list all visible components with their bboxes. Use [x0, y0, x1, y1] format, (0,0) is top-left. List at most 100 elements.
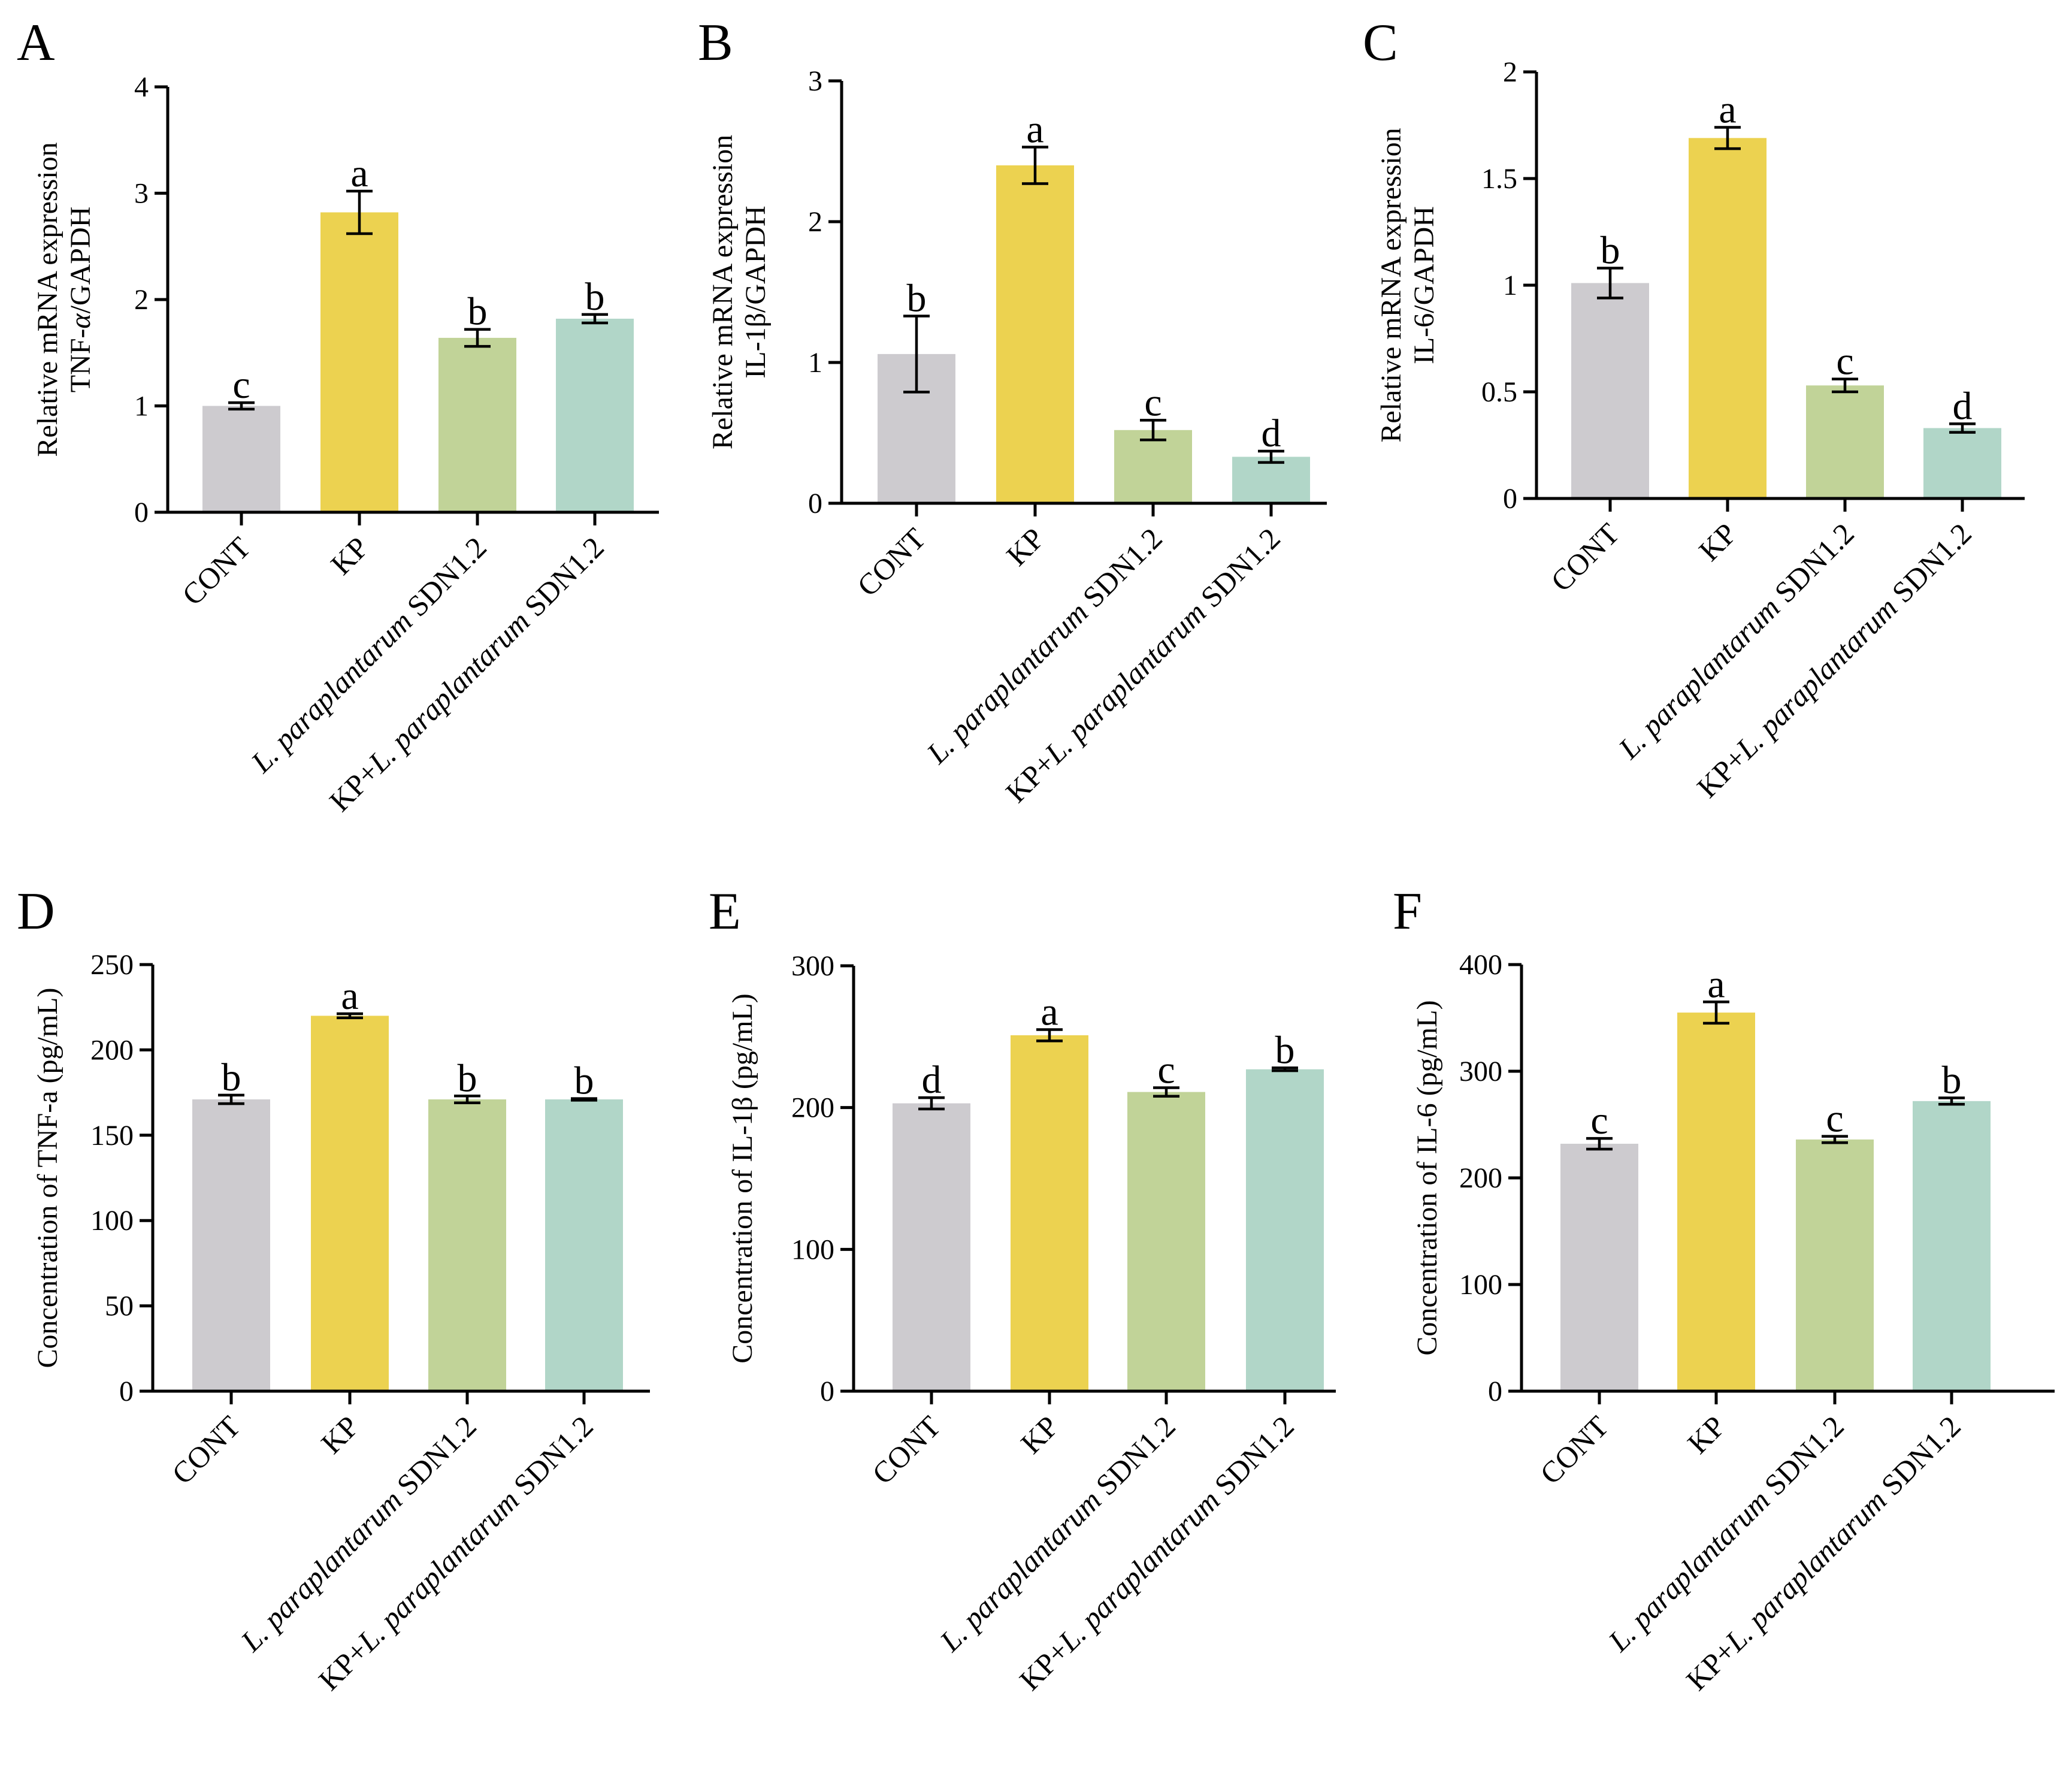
- y-tick-label: 100: [1459, 1269, 1502, 1301]
- bar-4: [1246, 1069, 1324, 1391]
- bar-4: [545, 1099, 623, 1391]
- y-tick-label: 0: [119, 1376, 134, 1407]
- error-bar-4: [1949, 422, 1976, 434]
- category-suffix: SDN1.2: [1880, 516, 1977, 614]
- significance-label-3: c: [1836, 340, 1853, 383]
- y-tick-label: 3: [808, 65, 822, 97]
- x-category-label: CONT: [1544, 516, 1626, 598]
- error-bar-1: [903, 315, 930, 394]
- y-tick-label: 250: [90, 949, 134, 981]
- bar-2: [1677, 1013, 1755, 1391]
- x-category-label: L. paraplantarum SDN1.2: [244, 530, 493, 779]
- significance-label-2: a: [350, 152, 368, 195]
- y-tick-label: 200: [791, 1092, 834, 1124]
- y-axis-label: Concentration of TNF-a (pg/mL): [32, 988, 63, 1368]
- bar-2: [1011, 1035, 1088, 1391]
- y-tick-label: 2: [134, 284, 149, 316]
- category-suffix: SDN1.2: [1070, 521, 1168, 619]
- error-bar-2: [346, 189, 373, 235]
- y-axis-label: Relative mRNA expression: [707, 135, 739, 449]
- significance-label-4: b: [585, 275, 605, 319]
- bar-4: [1913, 1101, 1991, 1391]
- error-bar-4: [1258, 449, 1284, 464]
- x-category-label: KP: [1692, 516, 1743, 567]
- x-category-label: CONT: [851, 521, 932, 603]
- x-category-label: CONT: [176, 530, 257, 612]
- x-category-label: KP: [1000, 521, 1051, 572]
- category-suffix: SDN1.2: [1762, 516, 1860, 614]
- panel-letter: D: [17, 883, 55, 941]
- category-suffix: CONT: [176, 530, 257, 612]
- error-bar-1: [1597, 267, 1623, 300]
- category-suffix: SDN1.2: [1869, 1409, 1967, 1507]
- bar-3: [1127, 1092, 1205, 1391]
- category-suffix: SDN1.2: [395, 530, 492, 628]
- error-bar-1: [218, 1093, 244, 1105]
- category-suffix: KP: [324, 530, 375, 581]
- chart-panel-e: Ed a c b 0 100 200 300 CONT KPL. paraplantarum SD…: [709, 883, 1336, 1697]
- error-bar-2: [1703, 1001, 1729, 1025]
- y-axis-label-line2: IL-6/GAPDH: [1408, 206, 1440, 364]
- x-category-label: KP: [1681, 1409, 1732, 1460]
- category-suffix: CONT: [851, 521, 932, 603]
- significance-label-2: a: [341, 974, 358, 1018]
- significance-label-3: c: [1144, 380, 1161, 424]
- category-suffix: SDN1.2: [1084, 1409, 1181, 1507]
- significance-label-4: b: [1942, 1059, 1962, 1102]
- error-bar-1: [1586, 1137, 1613, 1151]
- x-category-label: KP: [324, 530, 375, 581]
- panel-letter: B: [698, 14, 733, 72]
- bar-2: [1689, 138, 1767, 499]
- significance-label-4: d: [1953, 384, 1973, 428]
- significance-label-4: b: [1275, 1028, 1295, 1072]
- category-suffix: SDN1.2: [1188, 521, 1286, 619]
- error-bar-4: [1272, 1066, 1298, 1072]
- category-suffix: SDN1.2: [1202, 1409, 1300, 1507]
- x-category-label: L. paraplantarum SDN1.2: [234, 1409, 483, 1658]
- y-tick-label: 0.5: [1481, 376, 1517, 408]
- x-category-label: KP: [314, 1409, 365, 1460]
- category-suffix: KP: [314, 1409, 365, 1460]
- y-tick-label: 0: [820, 1376, 834, 1407]
- bar-1: [202, 406, 280, 512]
- significance-label-1: b: [907, 276, 927, 320]
- y-label-italic: α: [65, 313, 96, 329]
- y-tick-label: 2: [808, 206, 822, 238]
- significance-label-2: a: [1719, 88, 1736, 132]
- y-tick-label: 150: [90, 1120, 134, 1152]
- significance-label-3: c: [1826, 1097, 1843, 1141]
- significance-label-2: a: [1040, 990, 1058, 1034]
- y-tick-label: 300: [791, 950, 834, 982]
- bar-4: [1923, 428, 2001, 498]
- y-tick-label: 400: [1459, 949, 1502, 981]
- bar-3: [428, 1099, 506, 1391]
- y-tick-label: 100: [90, 1205, 134, 1237]
- x-category-label: KP: [1014, 1409, 1065, 1460]
- y-axis-label: Relative mRNA expression: [32, 142, 63, 457]
- category-suffix: SDN1.2: [512, 530, 610, 628]
- error-bar-4: [582, 313, 608, 325]
- category-suffix: SDN1.2: [1752, 1409, 1850, 1507]
- error-bar-1: [228, 401, 255, 411]
- error-bar-3: [454, 1095, 480, 1104]
- y-tick-label: 1: [1503, 270, 1517, 301]
- y-tick-label: 0: [1503, 483, 1517, 515]
- error-bar-3: [1832, 377, 1858, 394]
- error-bar-3: [1822, 1135, 1848, 1144]
- y-axis-label: Concentration of IL-6 (pg/mL): [1411, 1000, 1443, 1355]
- bar-3: [438, 337, 516, 512]
- y-label-part: TNF-: [65, 329, 96, 393]
- category-suffix: CONT: [165, 1409, 247, 1491]
- significance-label-1: b: [1601, 229, 1620, 273]
- y-label-part: /GAPDH: [65, 207, 96, 314]
- significance-label-3: b: [458, 1056, 477, 1100]
- bar-4: [1232, 457, 1310, 503]
- x-category-label: CONT: [866, 1409, 947, 1491]
- bar-3: [1114, 430, 1192, 503]
- x-category-label: CONT: [165, 1409, 247, 1491]
- y-tick-label: 50: [105, 1291, 134, 1322]
- significance-label-3: c: [1157, 1048, 1175, 1092]
- significance-label-4: d: [1262, 412, 1281, 455]
